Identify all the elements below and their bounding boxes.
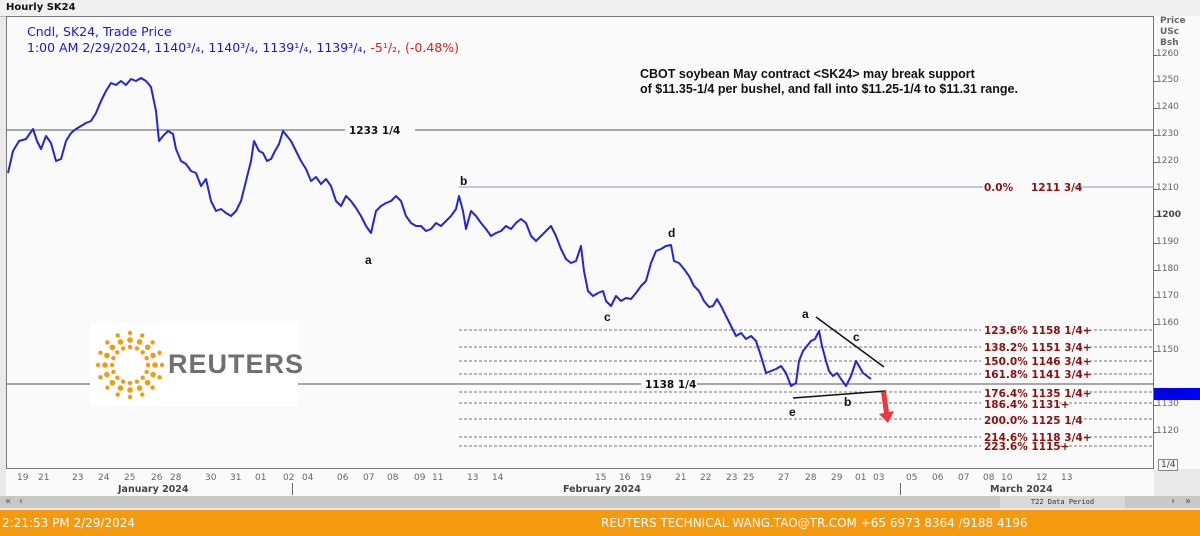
y-tick: 1170	[1153, 291, 1179, 301]
y-tick: 1250	[1153, 75, 1179, 85]
window-title: Hourly SK24	[6, 2, 76, 13]
scroll-first-button[interactable]: «	[5, 496, 12, 507]
y-tick: 1260	[1153, 49, 1179, 59]
wave-label-b2: b	[844, 395, 851, 409]
y-tick: 1180	[1153, 264, 1179, 274]
y-tick: 1120	[1153, 426, 1179, 436]
wave-label-c2: c	[853, 330, 860, 344]
svg-text:186.4% 1131+: 186.4% 1131+	[984, 399, 1069, 411]
wave-label-b: b	[460, 174, 467, 188]
y-tick: 1190	[1153, 237, 1179, 247]
y-tick: 1160	[1153, 318, 1179, 328]
price-change: -5¹/₂, (-0.48%)	[370, 40, 459, 55]
chart-annotation: CBOT soybean May contract <SK24> may bre…	[640, 67, 1018, 96]
month-label-feb: February 2024	[563, 484, 641, 495]
wave-label-c: c	[604, 310, 611, 324]
svg-text:200.0% 1125 1/4: 200.0% 1125 1/4	[984, 415, 1083, 427]
footer-contact: REUTERS TECHNICAL WANG.TAO@TR.COM +65 69…	[601, 516, 1028, 530]
wave-label-a2: a	[802, 307, 809, 321]
footer-timestamp: 2:21:53 PM 2/29/2024	[2, 516, 136, 530]
footer-bar: 2:21:53 PM 2/29/2024 REUTERS TECHNICAL W…	[0, 510, 1200, 536]
scroll-last-button[interactable]: »	[1185, 496, 1192, 507]
fib-labels: 123.6% 1158 1/4+ 138.2% 1151 3/4+ 150.0%…	[981, 323, 1092, 453]
price-axis[interactable]: Price USc Bsh 1260 1250 1240 1230 1220 121…	[1152, 16, 1200, 469]
svg-text:161.8% 1141 3/4+: 161.8% 1141 3/4+	[984, 369, 1092, 381]
scroll-next-button[interactable]: ›	[1171, 496, 1175, 507]
svg-text:138.2% 1151 3/4+: 138.2% 1151 3/4+	[984, 342, 1092, 354]
month-label-jan: January 2024	[118, 484, 189, 495]
triangle-lower-line	[792, 390, 887, 399]
scroll-prev-button[interactable]: ‹	[19, 496, 23, 507]
fraction-toggle-button[interactable]: 1/4	[1158, 459, 1179, 471]
y-tick: 1220	[1153, 156, 1179, 166]
series-description: Cndl, SK24, Trade Price	[27, 24, 172, 39]
reuters-logo: REUTERS	[90, 323, 303, 406]
price-chart: 1233 1/4 1138 1/4 0.0% 1211 3/4 123.6% 1…	[7, 77, 1155, 453]
window-titlebar: Hourly SK24	[0, 0, 1200, 17]
wave-label-a: a	[365, 253, 372, 267]
price-series	[7, 77, 872, 387]
current-price-marker: 1139³/₄	[1154, 388, 1200, 400]
time-axis[interactable]: 19 21 23 24 25 26 28 30 31 01 02 04 06 0…	[6, 469, 1154, 496]
price-axis-header: Price USc Bsh	[1160, 16, 1186, 48]
y-tick: 1150	[1153, 345, 1179, 355]
svg-text:1211 3/4: 1211 3/4	[1031, 182, 1082, 194]
y-tick: 1200	[1152, 210, 1182, 220]
y-tick: 1130	[1153, 399, 1179, 409]
support-label: 1138 1/4	[645, 379, 696, 391]
month-label-mar: March 2024	[990, 484, 1053, 495]
y-tick: 1210	[1153, 183, 1179, 193]
svg-text:223.6% 1115+: 223.6% 1115+	[984, 441, 1069, 453]
data-period-label: T22 Data Period	[1000, 496, 1125, 508]
reuters-wordmark: REUTERS	[168, 349, 305, 379]
triangle-upper-line	[815, 316, 885, 368]
time-scrollbar[interactable]: « ‹ T22 Data Period › »	[0, 496, 1200, 508]
wave-label-e: e	[789, 405, 796, 419]
resistance-label: 1233 1/4	[349, 125, 400, 137]
down-arrow-icon	[879, 391, 894, 423]
y-tick: 1240	[1153, 102, 1179, 112]
ohlc-values: 1:00 AM 2/29/2024, 1140³/₄, 1140³/₄, 113…	[27, 40, 459, 55]
svg-text:150.0% 1146 3/4+: 150.0% 1146 3/4+	[984, 356, 1092, 368]
svg-text:123.6% 1158 1/4+: 123.6% 1158 1/4+	[984, 325, 1092, 337]
reuters-dot-ring-icon	[95, 330, 165, 400]
y-tick: 1230	[1153, 129, 1179, 139]
ohlc-info: Cndl, SK24, Trade Price 1:00 AM 2/29/202…	[27, 24, 459, 56]
wave-label-d: d	[668, 226, 675, 240]
svg-text:0.0%: 0.0%	[984, 182, 1014, 194]
